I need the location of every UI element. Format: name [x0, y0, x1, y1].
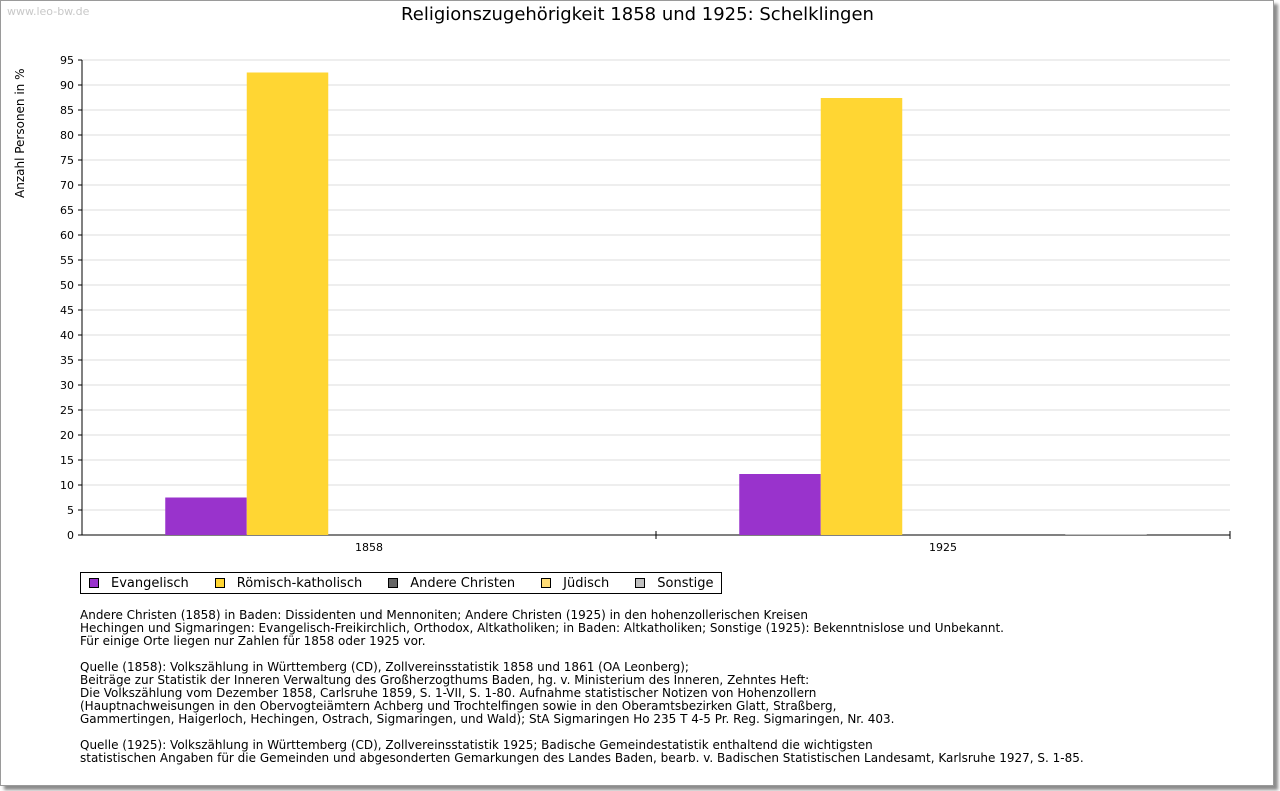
legend-label: Evangelisch: [111, 575, 189, 591]
x-tick-label: 1925: [929, 541, 957, 554]
legend: Evangelisch Römisch-katholisch Andere Chri…: [80, 572, 723, 594]
y-tick-label: 50: [60, 279, 74, 292]
footnotes: Andere Christen (1858) in Baden: Disside…: [80, 609, 1084, 778]
footnote-line: Quelle (1925): Volkszählung in Württembe…: [80, 738, 873, 752]
bar: [165, 497, 247, 535]
footnote-line: Für einige Orte liegen nur Zahlen für 18…: [80, 634, 426, 648]
y-tick-label: 75: [60, 154, 74, 167]
legend-label: Sonstige: [657, 575, 714, 591]
legend-swatch: [388, 578, 399, 588]
footnote-line: Beiträge zur Statistik der Inneren Verwa…: [80, 673, 810, 687]
y-tick-label: 20: [60, 429, 74, 442]
watermark: www.leo-bw.de: [7, 5, 90, 18]
bar: [1065, 534, 1147, 535]
x-tick-label: 1858: [355, 541, 383, 554]
legend-item: Römisch-katholisch: [214, 575, 363, 591]
y-tick-label: 70: [60, 179, 74, 192]
y-tick-label: 15: [60, 454, 74, 467]
legend-swatch: [635, 578, 646, 588]
y-tick-label: 25: [60, 404, 74, 417]
y-tick-label: 5: [67, 504, 74, 517]
legend-item: Andere Christen: [388, 576, 515, 591]
bar: [739, 474, 821, 535]
chart-title: Religionszugehörigkeit 1858 und 1925: Sc…: [401, 4, 874, 25]
legend-label: Römisch-katholisch: [236, 575, 363, 591]
footnote-line: Quelle (1858): Volkszählung in Württembe…: [80, 660, 689, 674]
y-tick-label: 10: [60, 479, 74, 492]
legend-swatch: [214, 578, 225, 588]
footnote-block: Quelle (1858): Volkszählung in Württembe…: [80, 661, 1084, 726]
y-tick-label: 95: [60, 54, 74, 67]
y-tick-label: 90: [60, 79, 74, 92]
footnote-block: Andere Christen (1858) in Baden: Disside…: [80, 609, 1084, 648]
footnote-line: (Hauptnachweisungen in den Obervogteiämt…: [80, 699, 837, 713]
footnote-line: Hechingen und Sigmaringen: Evangelisch-F…: [80, 621, 1004, 635]
y-tick-label: 60: [60, 229, 74, 242]
footnote-line: Gammertingen, Haigerloch, Hechingen, Ost…: [80, 712, 895, 726]
legend-swatch: [89, 578, 99, 588]
legend-item: Sonstige: [635, 576, 713, 591]
chart-plot: 0 5 10 15 20 25 30 35 40 45 50 55 60 65 70 75 80 85 90 95 18…: [60, 54, 1231, 554]
y-tick-label: 45: [60, 304, 74, 317]
y-tick-label: 35: [60, 354, 74, 367]
y-tick-label: 80: [60, 129, 74, 142]
y-tick-label: 0: [67, 529, 74, 542]
footnote-line: statistischen Angaben für die Gemeinden …: [80, 751, 1084, 765]
y-tick-label: 65: [60, 204, 74, 217]
footnote-line: Die Volkszählung vom Dezember 1858, Carl…: [80, 686, 817, 700]
legend-label: Jüdisch: [563, 575, 610, 591]
footnote-line: Andere Christen (1858) in Baden: Disside…: [80, 608, 808, 622]
y-tick-label: 55: [60, 254, 74, 267]
footnote-block: Quelle (1925): Volkszählung in Württembe…: [80, 739, 1084, 765]
legend-item: Jüdisch: [541, 576, 609, 591]
bar: [246, 72, 329, 535]
legend-swatch: [541, 578, 552, 588]
y-tick-label: 85: [60, 104, 74, 117]
legend-item: Evangelisch: [89, 576, 189, 591]
y-tick-label: 40: [60, 329, 74, 342]
bar: [820, 98, 903, 535]
y-tick-label: 30: [60, 379, 74, 392]
legend-label: Andere Christen: [410, 575, 516, 591]
